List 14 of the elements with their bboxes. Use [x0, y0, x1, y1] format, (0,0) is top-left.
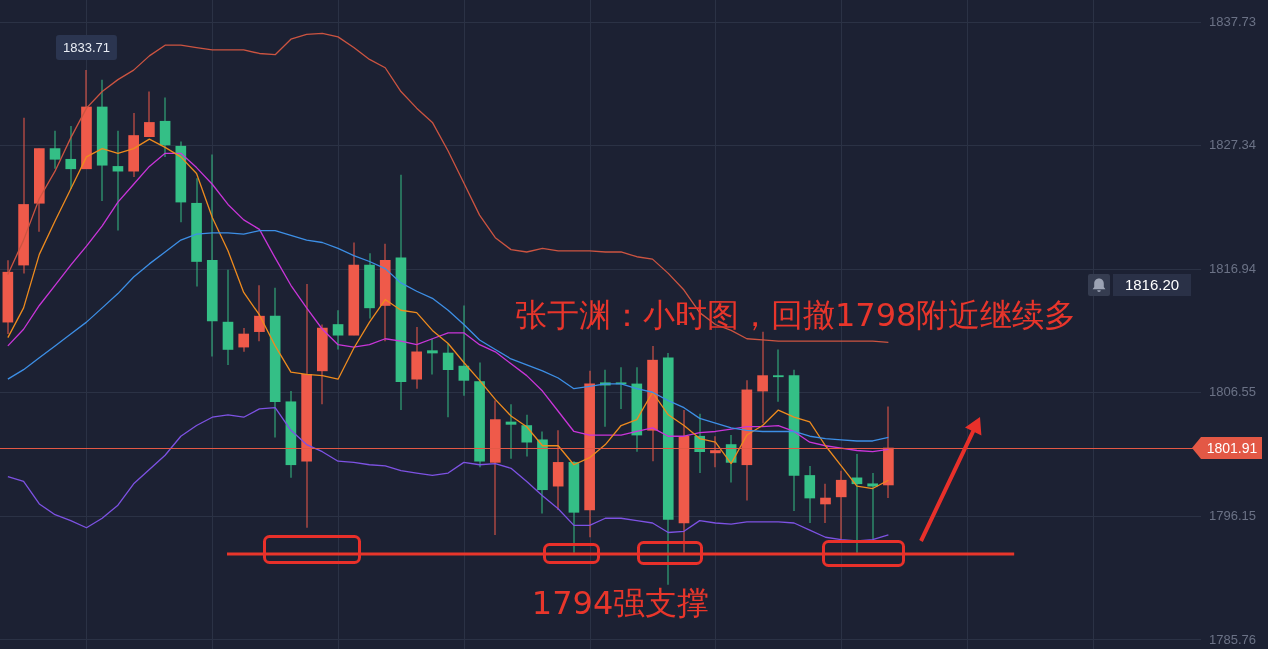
annotation: 1833.71 [62, 40, 110, 56]
y-tick-label: 1785.76 [1209, 631, 1256, 647]
y-tick-label: 1827.34 [1209, 137, 1256, 153]
y-tick-label: 1837.73 [1209, 13, 1256, 29]
candlestick [772, 349, 784, 402]
candlestick [867, 473, 878, 540]
legend-label: 1794强支撑 [531, 584, 710, 623]
y-tick-label: 1796.15 [1209, 508, 1256, 524]
candlestick [505, 404, 517, 459]
annotation: 张于渊：小时图，回撤1798附近继续多 [515, 296, 1077, 335]
y-tick-label: 1806.55 [1209, 384, 1256, 400]
y-tick-label: 1816.94 [1209, 260, 1256, 276]
annotation: 1816.20 [1124, 276, 1180, 294]
ref-line-label: 1801.91 [1206, 439, 1258, 456]
